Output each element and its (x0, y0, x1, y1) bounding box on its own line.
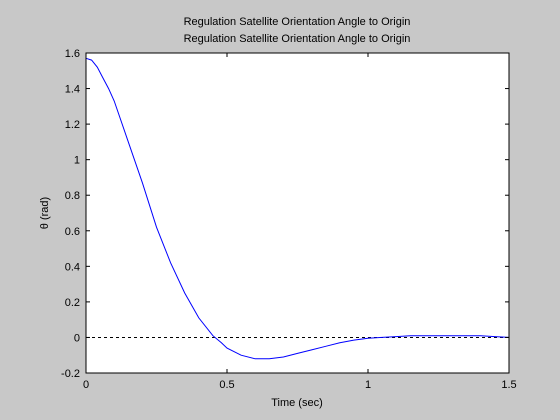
chart-title-line-2: Regulation Satellite Orientation Angle t… (184, 33, 411, 45)
y-tick-label: 0 (74, 332, 80, 344)
y-tick-label: 1 (74, 155, 80, 167)
x-tick-label: 1.5 (501, 379, 516, 391)
series-group (85, 57, 510, 360)
x-tick-label: 0 (83, 379, 89, 391)
plot-area (86, 53, 509, 373)
x-axis-label: Time (sec) (271, 397, 323, 409)
y-ticks: -0.2 0 0.2 0.4 0.6 0.8 1 1.2 1.4 1.6 (61, 48, 509, 380)
y-tick-label: 1.6 (65, 48, 80, 60)
y-tick-label: 0.4 (65, 261, 80, 273)
chart-title-line-1: Regulation Satellite Orientation Angle t… (184, 16, 411, 28)
y-tick-label: 0.2 (65, 297, 80, 309)
x-ticks: 0 0.5 1 1.5 (83, 53, 517, 391)
y-tick-label: 1.2 (65, 119, 80, 131)
y-tick-label: 0.8 (65, 190, 80, 202)
y-tick-label: -0.2 (61, 368, 80, 380)
y-tick-label: 0.6 (65, 226, 80, 238)
x-tick-label: 1 (365, 379, 371, 391)
series-line (85, 57, 510, 360)
axes-frame (85, 52, 510, 374)
x-tick-label: 0.5 (219, 379, 234, 391)
y-axis-label: θ (rad) (39, 197, 51, 229)
y-tick-label: 1.4 (65, 84, 80, 96)
